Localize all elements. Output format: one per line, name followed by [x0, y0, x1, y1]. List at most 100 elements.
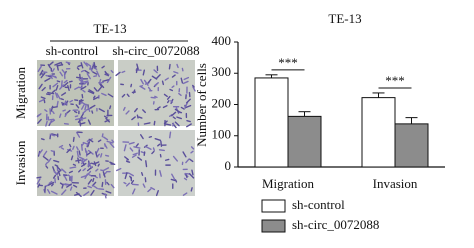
cell: [148, 135, 153, 138]
cell: [54, 164, 59, 167]
cell: [95, 168, 99, 172]
cell: [133, 146, 141, 149]
cell: [66, 148, 71, 154]
panel-title: TE-13: [93, 21, 126, 36]
cell: [155, 190, 159, 197]
cell: [124, 156, 129, 161]
cell: [56, 64, 59, 71]
cell: [174, 121, 180, 127]
significance-label: ***: [278, 55, 298, 70]
cell: [102, 171, 106, 178]
cell: [168, 114, 173, 117]
cell: [170, 178, 176, 182]
cell: [172, 116, 176, 120]
cell: [40, 138, 45, 141]
bar: [394, 123, 429, 168]
row-label: Invasion: [13, 140, 28, 185]
cell: [80, 69, 85, 73]
cell: [69, 143, 72, 148]
cell: [74, 110, 78, 114]
cell: [177, 111, 183, 114]
cell: [103, 136, 109, 141]
cell: [62, 81, 69, 88]
cell: [62, 109, 66, 112]
cell: [60, 147, 65, 150]
cell: [93, 61, 96, 69]
cell: [80, 159, 86, 165]
cell: [166, 100, 170, 104]
cell: [78, 150, 81, 156]
cell: [61, 183, 64, 189]
cell: [86, 167, 92, 172]
cell: [89, 67, 93, 72]
cell: [123, 181, 127, 185]
cell: [109, 105, 112, 110]
row-label: Migration: [13, 67, 28, 119]
cell: [101, 133, 104, 138]
cell: [131, 154, 137, 158]
cell: [105, 154, 110, 157]
cell: [121, 70, 126, 74]
cell: [47, 91, 55, 95]
cell: [92, 177, 95, 183]
cell: [69, 166, 77, 169]
cell: [76, 67, 80, 71]
cell: [37, 65, 42, 73]
cell: [47, 181, 55, 186]
cell: [169, 88, 174, 92]
cell: [109, 142, 115, 148]
cell: [142, 69, 146, 76]
cell: [59, 84, 65, 90]
cell: [121, 93, 126, 98]
cell: [78, 169, 82, 173]
cell: [87, 119, 91, 125]
cell: [163, 93, 168, 98]
cell: [86, 170, 92, 176]
cell: [101, 92, 107, 96]
cell: [82, 168, 86, 172]
cell: [45, 120, 48, 127]
cell: [81, 85, 87, 90]
cell: [76, 150, 79, 158]
chart-title: TE-13: [328, 11, 361, 26]
x-tick-label: Invasion: [373, 176, 418, 191]
cell: [102, 79, 109, 82]
cell: [145, 145, 152, 150]
cell: [154, 95, 158, 99]
cell: [87, 90, 95, 95]
cell: [126, 93, 130, 98]
cell: [82, 141, 89, 145]
cell: [67, 85, 70, 91]
cell: [147, 78, 152, 84]
cell: [190, 146, 195, 150]
cell: [90, 65, 94, 71]
cell: [125, 110, 130, 115]
cell: [47, 189, 51, 194]
cell: [99, 78, 102, 83]
cell: [159, 170, 162, 177]
cell: [75, 159, 82, 162]
x-tick-label: Migration: [262, 176, 314, 191]
cell: [45, 93, 51, 96]
cell: [75, 146, 79, 151]
cell: [131, 188, 136, 195]
cell: [51, 110, 55, 115]
cell: [182, 192, 188, 196]
cell: [72, 163, 77, 166]
cell: [42, 155, 49, 161]
cell: [63, 79, 68, 84]
cell: [81, 158, 84, 163]
cell: [93, 75, 98, 78]
cell: [166, 95, 171, 100]
cell: [90, 189, 95, 196]
cell: [80, 104, 85, 110]
legend-label: sh-circ_0072088: [292, 217, 379, 232]
cell: [63, 183, 68, 186]
cell: [142, 109, 146, 114]
cell: [182, 80, 189, 85]
cell: [128, 172, 134, 177]
cell: [139, 134, 144, 140]
cell: [123, 144, 127, 152]
cell: [44, 109, 48, 112]
cell: [190, 150, 194, 154]
